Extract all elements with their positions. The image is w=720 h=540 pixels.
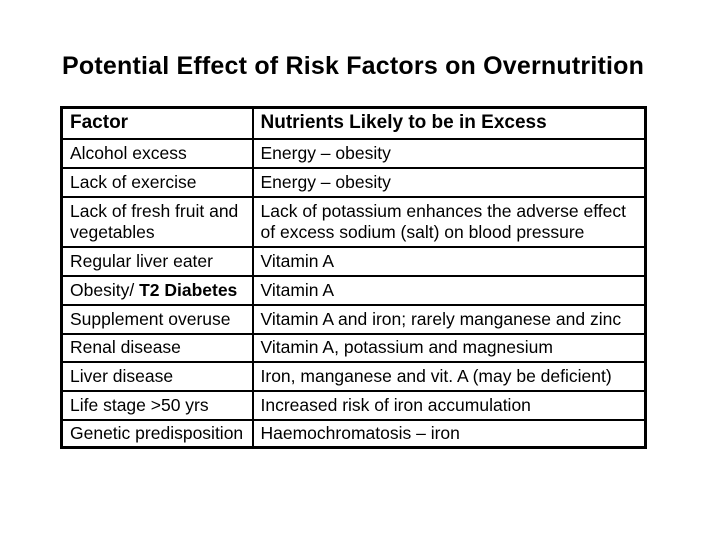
nutrients-cell: Vitamin A: [251, 274, 647, 306]
factor-cell: Regular liver eater: [60, 245, 254, 277]
factor-text-bold: T2 Diabetes: [139, 279, 238, 300]
table-header-row: Factor Nutrients Likely to be in Excess: [60, 106, 647, 140]
table-row: Obesity/ T2 Diabetes Vitamin A: [60, 274, 647, 306]
table-row: Renal disease Vitamin A, potassium and m…: [60, 332, 647, 363]
nutrients-column-header: Nutrients Likely to be in Excess: [251, 106, 647, 140]
table-row: Regular liver eater Vitamin A: [60, 245, 647, 277]
factor-cell: Genetic predisposition: [60, 418, 254, 448]
factor-cell: Renal disease: [60, 332, 254, 363]
factor-cell: Life stage >50 yrs: [60, 389, 254, 421]
nutrients-cell: Iron, manganese and vit. A (may be defic…: [251, 360, 647, 392]
risk-factors-table: Factor Nutrients Likely to be in Excess …: [60, 106, 647, 449]
table-row: Genetic predisposition Haemochromatosis …: [60, 418, 647, 448]
table-row: Lack of fresh fruit and vegetables Lack …: [60, 195, 647, 248]
factor-cell: Liver disease: [60, 360, 254, 392]
factor-text-normal: Obesity/: [70, 279, 140, 300]
nutrients-cell: Vitamin A, potassium and magnesium: [251, 332, 647, 363]
nutrients-cell: Increased risk of iron accumulation: [251, 389, 647, 421]
factor-column-header: Factor: [60, 106, 254, 140]
table-row: Liver disease Iron, manganese and vit. A…: [60, 360, 647, 392]
nutrients-cell: Vitamin A: [251, 245, 647, 277]
factor-cell: Alcohol excess: [60, 137, 254, 169]
nutrients-cell: Energy – obesity: [251, 166, 647, 198]
table-row: Life stage >50 yrs Increased risk of iro…: [60, 389, 647, 421]
table-row: Lack of exercise Energy – obesity: [60, 166, 647, 198]
factor-cell: Lack of fresh fruit and vegetables: [60, 195, 254, 248]
factor-cell: Supplement overuse: [60, 303, 254, 335]
table-row: Supplement overuse Vitamin A and iron; r…: [60, 303, 647, 335]
slide-title: Potential Effect of Risk Factors on Over…: [62, 52, 645, 80]
nutrients-cell: Haemochromatosis – iron: [251, 418, 647, 448]
factor-cell: Obesity/ T2 Diabetes: [60, 274, 254, 306]
factor-cell: Lack of exercise: [60, 166, 254, 198]
nutrients-cell: Lack of potassium enhances the adverse e…: [251, 195, 647, 248]
nutrients-cell: Vitamin A and iron; rarely manganese and…: [251, 303, 647, 335]
nutrients-cell: Energy – obesity: [251, 137, 647, 169]
table-row: Alcohol excess Energy – obesity: [60, 137, 647, 169]
